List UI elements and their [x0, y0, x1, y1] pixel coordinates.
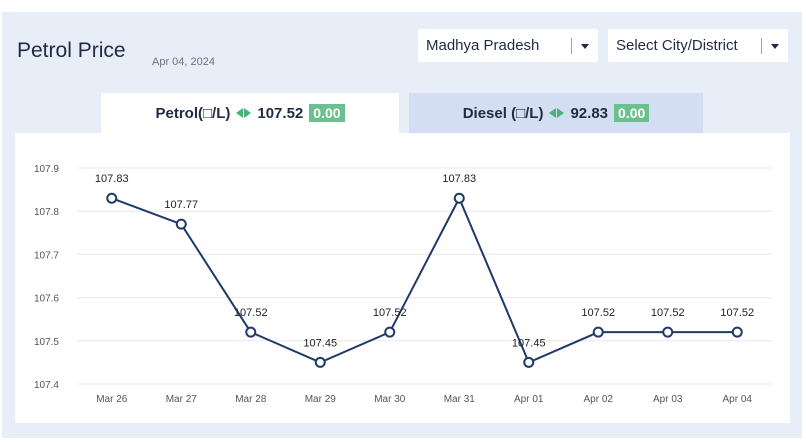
x-tick-label: Apr 04	[723, 394, 753, 405]
x-tick-label: Mar 26	[96, 394, 128, 405]
data-point	[592, 326, 604, 338]
tab-price: 92.83	[570, 104, 609, 122]
data-point	[662, 326, 674, 338]
arrow-left-icon	[236, 108, 244, 118]
data-point	[106, 192, 118, 204]
x-tick-label: Mar 30	[374, 394, 406, 405]
data-label: 107.77	[164, 199, 198, 211]
y-tick-label: 107.9	[34, 164, 59, 175]
data-label: 107.52	[234, 307, 268, 319]
y-tick-label: 107.6	[34, 294, 59, 305]
tab-label: Petrol(□/L)	[155, 104, 231, 122]
data-label: 107.83	[442, 173, 476, 185]
state-select-value: Madhya Pradesh	[426, 37, 540, 54]
data-label: 107.45	[303, 337, 337, 349]
data-label: 107.52	[581, 307, 615, 319]
x-tick-label: Mar 27	[166, 394, 198, 405]
y-tick-label: 107.7	[34, 250, 59, 261]
data-point	[384, 326, 396, 338]
city-select[interactable]: Select City/District	[608, 29, 788, 62]
x-tick-label: Mar 28	[235, 394, 267, 405]
data-label: 107.52	[720, 307, 754, 319]
chart-panel: 107.4 107.5 107.6 107.7 107.8 107.9 Mar 26 Mar …	[15, 133, 790, 423]
tab-label: Diesel (□/L)	[462, 104, 544, 122]
series-line	[111, 195, 738, 364]
data-label: 107.52	[651, 307, 685, 319]
data-point	[523, 356, 535, 368]
arrow-right-icon	[557, 108, 565, 118]
tab-diesel[interactable]: Diesel (□/L) 92.83 0.00	[409, 93, 703, 133]
data-point	[314, 356, 326, 368]
y-tick-label: 107.5	[34, 337, 59, 348]
change-badge: 0.00	[309, 104, 345, 122]
price-line-chart: 107.4 107.5 107.6 107.7 107.8 107.9 Mar 26 Mar …	[34, 164, 772, 405]
data-point	[453, 192, 465, 204]
y-tick-label: 107.4	[34, 380, 59, 391]
arrow-right-icon	[244, 108, 252, 118]
change-badge: 0.00	[614, 104, 650, 122]
x-tick-label: Mar 29	[305, 394, 337, 405]
x-tick-label: Apr 03	[653, 394, 683, 405]
chevron-down-icon	[581, 44, 589, 49]
tab-petrol[interactable]: Petrol(□/L) 107.52 0.00	[101, 93, 399, 133]
data-label: 107.83	[95, 173, 129, 185]
select-divider	[761, 38, 762, 54]
select-divider	[571, 38, 572, 54]
x-tick-label: Mar 31	[444, 394, 476, 405]
data-point	[175, 218, 187, 230]
price-date: Apr 04, 2024	[152, 56, 215, 68]
page-title: Petrol Price	[17, 39, 126, 62]
chevron-down-icon	[771, 44, 779, 49]
data-label: 107.52	[373, 307, 407, 319]
data-label: 107.45	[512, 337, 546, 349]
x-tick-label: Apr 02	[584, 394, 614, 405]
city-select-value: Select City/District	[616, 37, 738, 54]
data-point	[731, 326, 743, 338]
data-point	[245, 326, 257, 338]
tab-price: 107.52	[257, 104, 304, 122]
arrow-left-icon	[549, 108, 557, 118]
x-tick-label: Apr 01	[514, 394, 544, 405]
state-select[interactable]: Madhya Pradesh	[418, 29, 598, 62]
y-tick-label: 107.8	[34, 207, 59, 218]
